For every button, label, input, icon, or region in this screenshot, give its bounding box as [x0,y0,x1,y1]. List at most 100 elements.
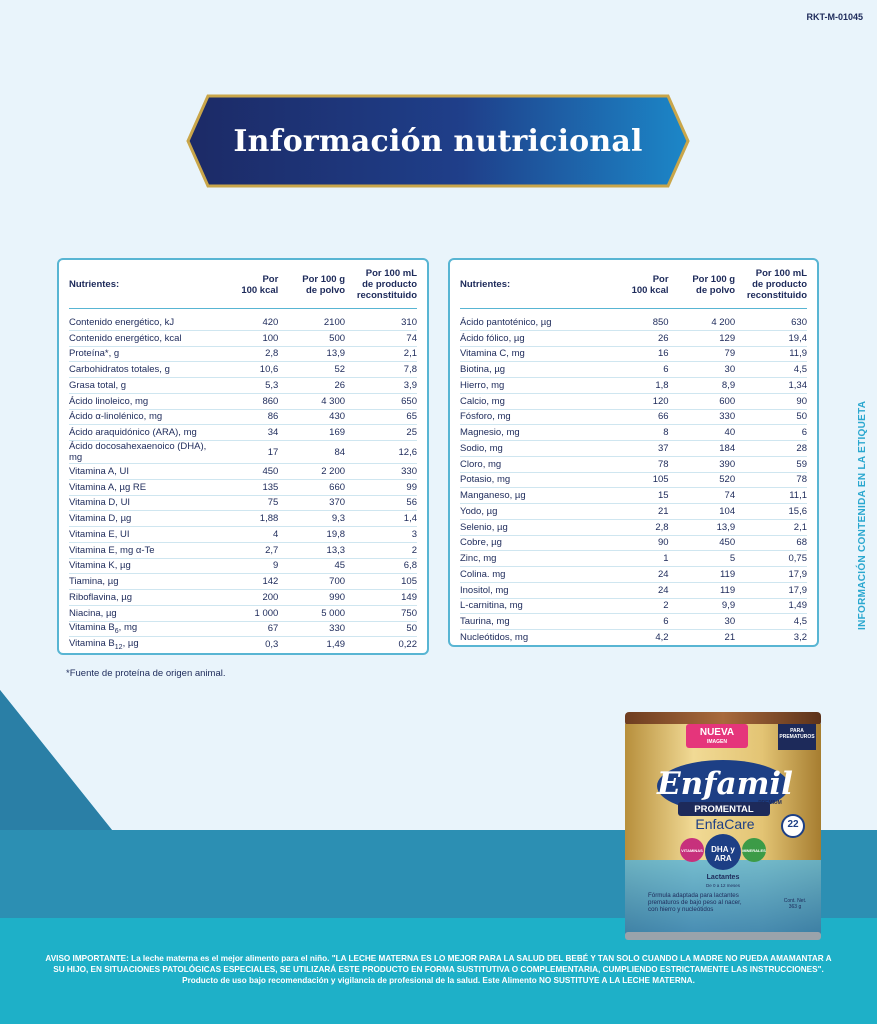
value-per-100kcal: 6 [608,361,669,379]
value-per-100g: 370 [278,495,346,512]
value-per-100ml: 11,1 [735,487,807,505]
table-row: Ácido fólico, µg 26 129 19,4 [460,330,807,347]
nutrient-name: Cloro, mg [460,456,609,473]
value-per-100g: 390 [668,456,736,473]
value-per-100ml: 50 [735,409,807,426]
value-per-100ml: 2,1 [735,519,807,536]
value-per-100kcal: 86 [218,409,279,426]
value-per-100kcal: 21 [608,503,669,520]
value-per-100g: 500 [278,330,346,347]
right-table-body: Ácido pantoténico, µg 850 4 200 630 Ácido fó… [460,308,807,646]
can-illustration [625,712,821,940]
nutrient-name: Magnesio, mg [460,424,609,442]
value-per-100g: 700 [278,573,346,591]
value-per-100ml: 3 [345,526,417,543]
value-per-100kcal: 2,7 [218,542,279,559]
table-row: Vitamina B6, mg 67 330 50 [69,621,417,638]
value-per-100ml: 0,22 [398,639,418,651]
value-per-100g: 26 [278,377,346,394]
value-per-100ml: 74 [345,330,417,347]
value-per-100kcal: 5,3 [218,377,279,394]
value-per-100kcal: 120 [608,393,669,410]
value-per-100g: 660 [278,479,346,496]
header-per-100kcal: Por 100 kcal [608,260,669,309]
value-per-100kcal: 105 [608,472,669,489]
document-code: RKT-M-01045 [806,12,863,22]
value-per-100kcal: 67 [218,621,279,638]
banner-shape [186,94,690,188]
table-row: Niacina, µg 1 000 5 000 750 [69,605,417,622]
nutrient-name: Vitamina A, UI [69,463,219,480]
value-per-100kcal: 15 [608,487,669,505]
value-per-100ml: 7,8 [345,361,417,379]
value-per-100g: 330 [278,621,346,638]
value-per-100kcal: 142 [218,573,279,591]
nutrient-name: Selenio, µg [460,519,609,536]
table-row: Ácido araquidónico (ARA), mg 34 169 25 [69,424,417,442]
product-can-image: NUEVA IMAGEN PARA PREMATUROS Enfamil PRE… [620,710,826,942]
header-per-100ml: Por 100 mL de producto reconstituido [345,260,417,309]
table-row: Nucleótidos, mg 4,2 21 3,2 [460,630,807,646]
table-row: Ácido linoleico, mg 860 4 300 650 [69,393,417,410]
value-per-100g: 430 [278,409,346,426]
value-per-100g: 21 [724,632,736,644]
table-row: Hierro, mg 1,8 8,9 1,34 [460,377,807,394]
value-per-100g: 129 [668,330,736,347]
value-per-100kcal: 4 [218,526,279,543]
value-per-100kcal: 860 [218,393,279,410]
value-per-100ml: 15,6 [735,503,807,520]
table-row: Zinc, mg 1 5 0,75 [460,550,807,568]
can-badge: NUEVA [699,727,735,738]
nutrient-name: Vitamina B12, µg [69,638,139,652]
value-per-100ml: 59 [735,456,807,473]
table-row: Tiamina, µg 142 700 105 [69,573,417,591]
table-row: Fósforo, mg 66 330 50 [460,409,807,426]
value-per-100kcal: 90 [608,535,669,552]
value-per-100ml: 50 [345,621,417,638]
table-row: Ácido pantoténico, µg 850 4 200 630 [460,308,807,331]
value-per-100ml: 78 [735,472,807,489]
value-per-100g: 13,9 [668,519,736,536]
value-per-100g: 4 200 [668,308,736,331]
page-title: Información nutricional [233,123,643,159]
header-per-100g: Por 100 g de polvo [668,260,736,309]
table-row: Vitamina A, µg RE 135 660 99 [69,479,417,496]
nutrient-name: Biotina, µg [460,361,609,379]
value-per-100kcal: 37 [608,440,669,457]
value-per-100g: 19,8 [278,526,346,543]
value-per-100kcal: 1,88 [218,510,279,528]
value-per-100ml: 99 [345,479,417,496]
value-per-100ml: 28 [735,440,807,457]
table-row: Cloro, mg 78 390 59 [460,456,807,473]
value-per-100g: 104 [668,503,736,520]
nutrient-name: Calcio, mg [460,393,609,410]
table-row: Selenio, µg 2,8 13,9 2,1 [460,519,807,536]
table-row: Vitamina K, µg 9 45 6,8 [69,558,417,575]
footnote: *Fuente de proteína de origen animal. [66,668,226,679]
table-row: Riboflavina, µg 200 990 149 [69,589,417,606]
can-corner-label: PARA PREMATUROS [779,728,815,740]
table-row: Potasio, mg 105 520 78 [460,472,807,489]
table-row: Ácido α-linolénico, mg 86 430 65 [69,409,417,426]
value-per-100kcal: 850 [608,308,669,331]
value-per-100ml: 1,49 [735,598,807,615]
value-per-100kcal: 10,6 [218,361,279,379]
nutrient-name: Riboflavina, µg [69,589,219,606]
can-brand: Enfamil [657,766,793,802]
value-per-100kcal: 2,8 [218,346,279,363]
table-row: Yodo, µg 21 104 15,6 [460,503,807,520]
can-nutrients-badge: 22 [787,819,799,830]
value-per-100kcal: 66 [608,409,669,426]
table-row: Vitamina B12, µg 0,3 1,49 0,22 [69,637,417,653]
value-per-100ml: 2 [345,542,417,559]
nutrient-name: Colina. mg [460,566,609,583]
value-per-100g: 9,3 [278,510,346,528]
table-row: Proteína*, g 2,8 13,9 2,1 [69,346,417,363]
value-per-100g: 5 [668,550,736,568]
nutrient-name: Ácido araquidónico (ARA), mg [69,424,219,442]
nutrient-name: Ácido α-linolénico, mg [69,409,219,426]
nutrient-name: Nucleótidos, mg [460,632,529,644]
nutrient-name: L-carnitina, mg [460,598,609,615]
nutrient-name: Fósforo, mg [460,409,609,426]
can-stage: Lactantes [706,874,740,881]
